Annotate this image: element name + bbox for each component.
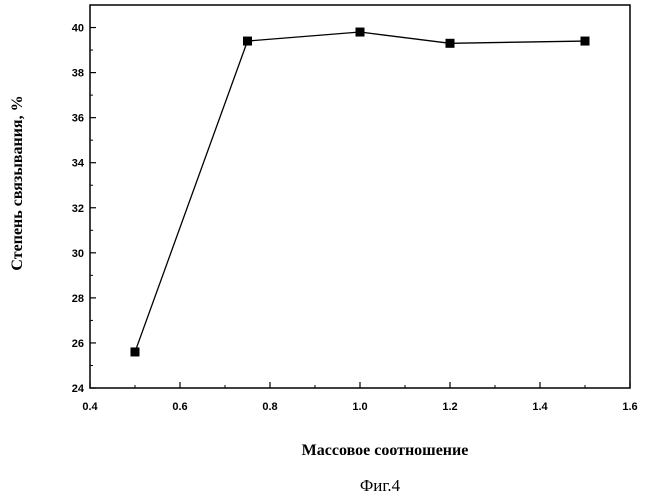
data-point-marker <box>580 36 590 46</box>
data-point-marker <box>355 27 365 37</box>
figure-caption: Фиг.4 <box>360 476 401 495</box>
series-line <box>134 31 586 353</box>
y-tick-label: 28 <box>72 293 84 305</box>
plot-area-frame <box>89 4 631 389</box>
data-point-marker <box>130 347 140 357</box>
y-tick-label: 36 <box>72 113 84 125</box>
x-axis-title: Массовое соотношение <box>302 442 469 459</box>
y-axis-title: Степень связывания, % <box>9 95 26 270</box>
data-point-marker <box>445 38 455 48</box>
x-tick-label: 0.6 <box>172 401 187 413</box>
y-tick-label: 32 <box>72 203 84 215</box>
y-tick-label: 34 <box>72 158 85 170</box>
x-tick-label: 1.0 <box>352 401 367 413</box>
x-tick-label: 0.4 <box>82 401 98 413</box>
data-point-marker <box>243 36 252 46</box>
x-tick-label: 1.6 <box>622 401 637 413</box>
x-tick-label: 1.2 <box>442 401 457 413</box>
y-tick-label: 24 <box>72 383 85 395</box>
y-tick-label: 30 <box>72 248 84 260</box>
x-tick-label: 0.8 <box>262 401 277 413</box>
y-tick-label: 38 <box>72 68 84 80</box>
x-tick-label: 1.4 <box>532 401 548 413</box>
y-tick-label: 40 <box>72 23 84 35</box>
y-tick-label: 26 <box>72 338 84 350</box>
